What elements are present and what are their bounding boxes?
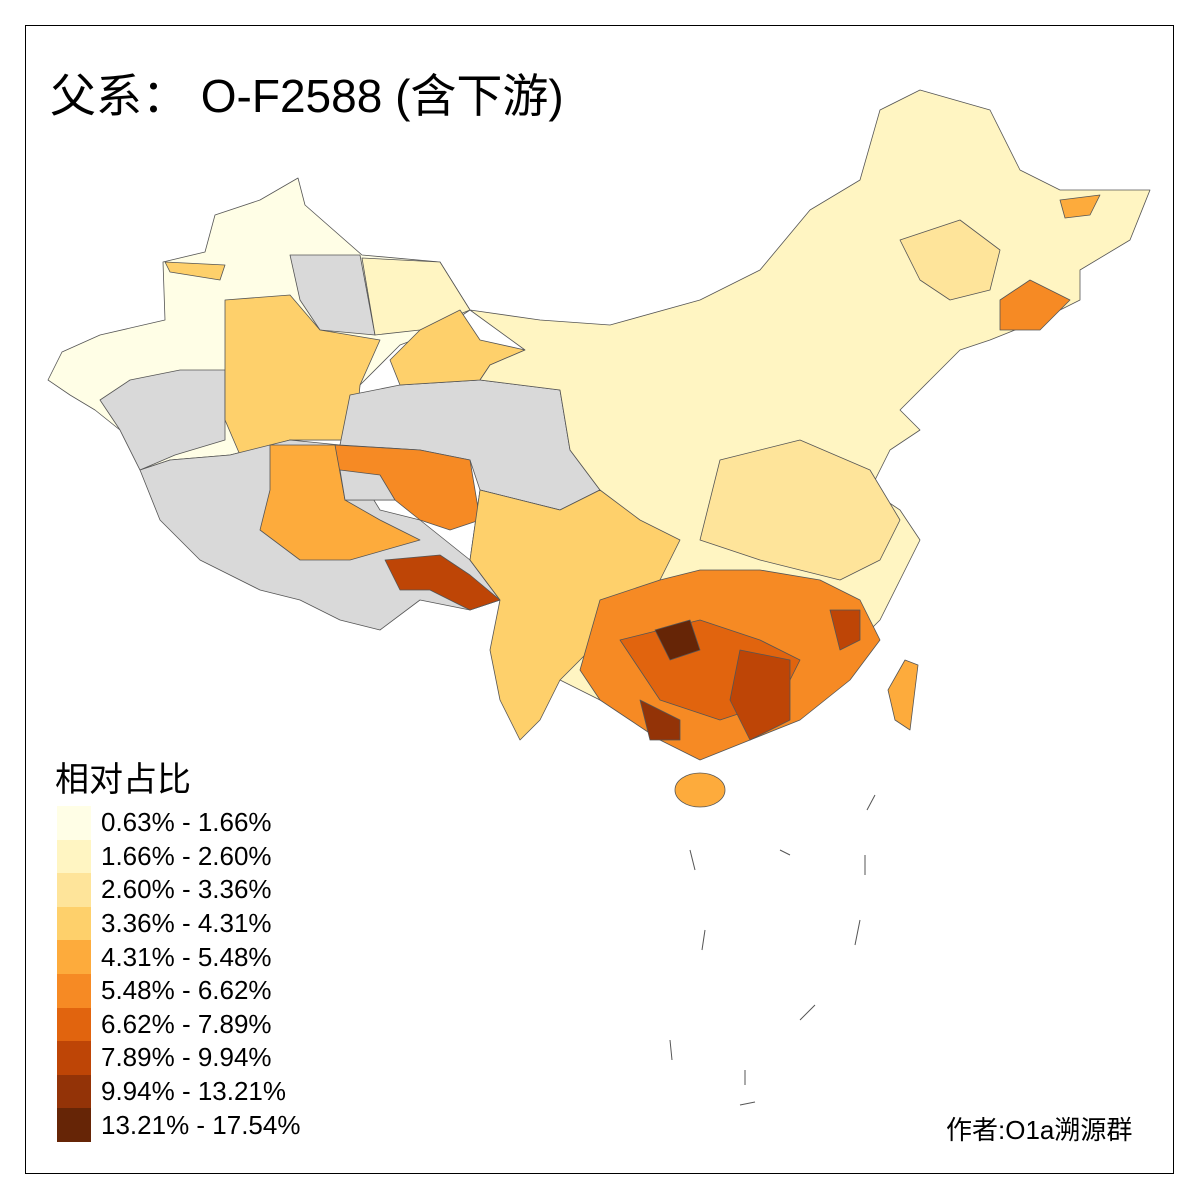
legend-swatch — [57, 1041, 91, 1075]
region-taiwan — [887, 659, 919, 731]
region-dark — [829, 609, 861, 651]
legend-label: 5.48% - 6.62% — [101, 975, 272, 1006]
legend-item: 5.48% - 6.62% — [57, 973, 300, 1008]
map-frame — [25, 25, 1174, 1174]
legend-item: 9.94% - 13.21% — [57, 1074, 300, 1109]
region-hainan — [674, 772, 726, 808]
region-heilongjiang-east — [1059, 194, 1101, 219]
region-central-east — [699, 439, 901, 581]
legend-item: 4.31% - 5.48% — [57, 940, 300, 974]
legend-label: 4.31% - 5.48% — [101, 941, 272, 972]
legend-label: 1.66% - 2.60% — [101, 840, 272, 871]
legend-label: 2.60% - 3.36% — [101, 874, 272, 905]
region-nyingchi — [384, 554, 501, 611]
region-dark — [639, 699, 681, 741]
legend-swatch — [57, 1007, 91, 1042]
legend-swatch — [57, 973, 91, 1008]
legend-item: 1.66% - 2.60% — [57, 839, 300, 874]
legend-swatch — [57, 873, 91, 907]
legend-label: 9.94% - 13.21% — [101, 1076, 287, 1107]
legend-label: 6.62% - 7.89% — [101, 1008, 272, 1039]
region-northeast-mid — [899, 219, 1001, 301]
legend-title: 相对占比 — [55, 761, 191, 799]
legend-label: 13.21% - 17.54% — [101, 1109, 301, 1140]
legend-swatch — [57, 906, 91, 941]
region-southwest — [469, 489, 681, 741]
legend-item: 13.21% - 17.54% — [57, 1108, 300, 1142]
region-darkest — [654, 619, 701, 661]
legend: 0.63% - 1.66% 1.66% - 2.60% 2.60% - 3.36% 3… — [57, 806, 300, 1142]
legend-label: 3.36% - 4.31% — [101, 908, 272, 939]
legend-label: 0.63% - 1.66% — [101, 807, 272, 838]
region-nodata — [339, 469, 396, 501]
region-dark — [729, 649, 791, 741]
author-credit: 作者:O1a溯源群 — [946, 1115, 1133, 1145]
region-xinjiang-ili — [164, 261, 226, 281]
legend-label: 7.89% - 9.94% — [101, 1042, 272, 1073]
legend-item: 2.60% - 3.36% — [57, 873, 300, 907]
region-liaoning-east — [999, 279, 1071, 331]
region-nodata — [289, 254, 376, 336]
legend-swatch — [57, 839, 91, 874]
legend-item: 6.62% - 7.89% — [57, 1007, 300, 1042]
south-china-sea-islands — [669, 794, 876, 1106]
legend-item: 3.36% - 4.31% — [57, 906, 300, 941]
legend-swatch — [57, 1108, 91, 1142]
region-nodata — [99, 369, 226, 471]
legend-swatch — [57, 806, 91, 840]
legend-swatch — [57, 940, 91, 974]
page-title: 父系： O-F2588 (含下游) — [50, 70, 564, 122]
legend-swatch — [57, 1074, 91, 1109]
legend-item: 0.63% - 1.66% — [57, 806, 300, 840]
legend-item: 7.89% - 9.94% — [57, 1041, 300, 1075]
